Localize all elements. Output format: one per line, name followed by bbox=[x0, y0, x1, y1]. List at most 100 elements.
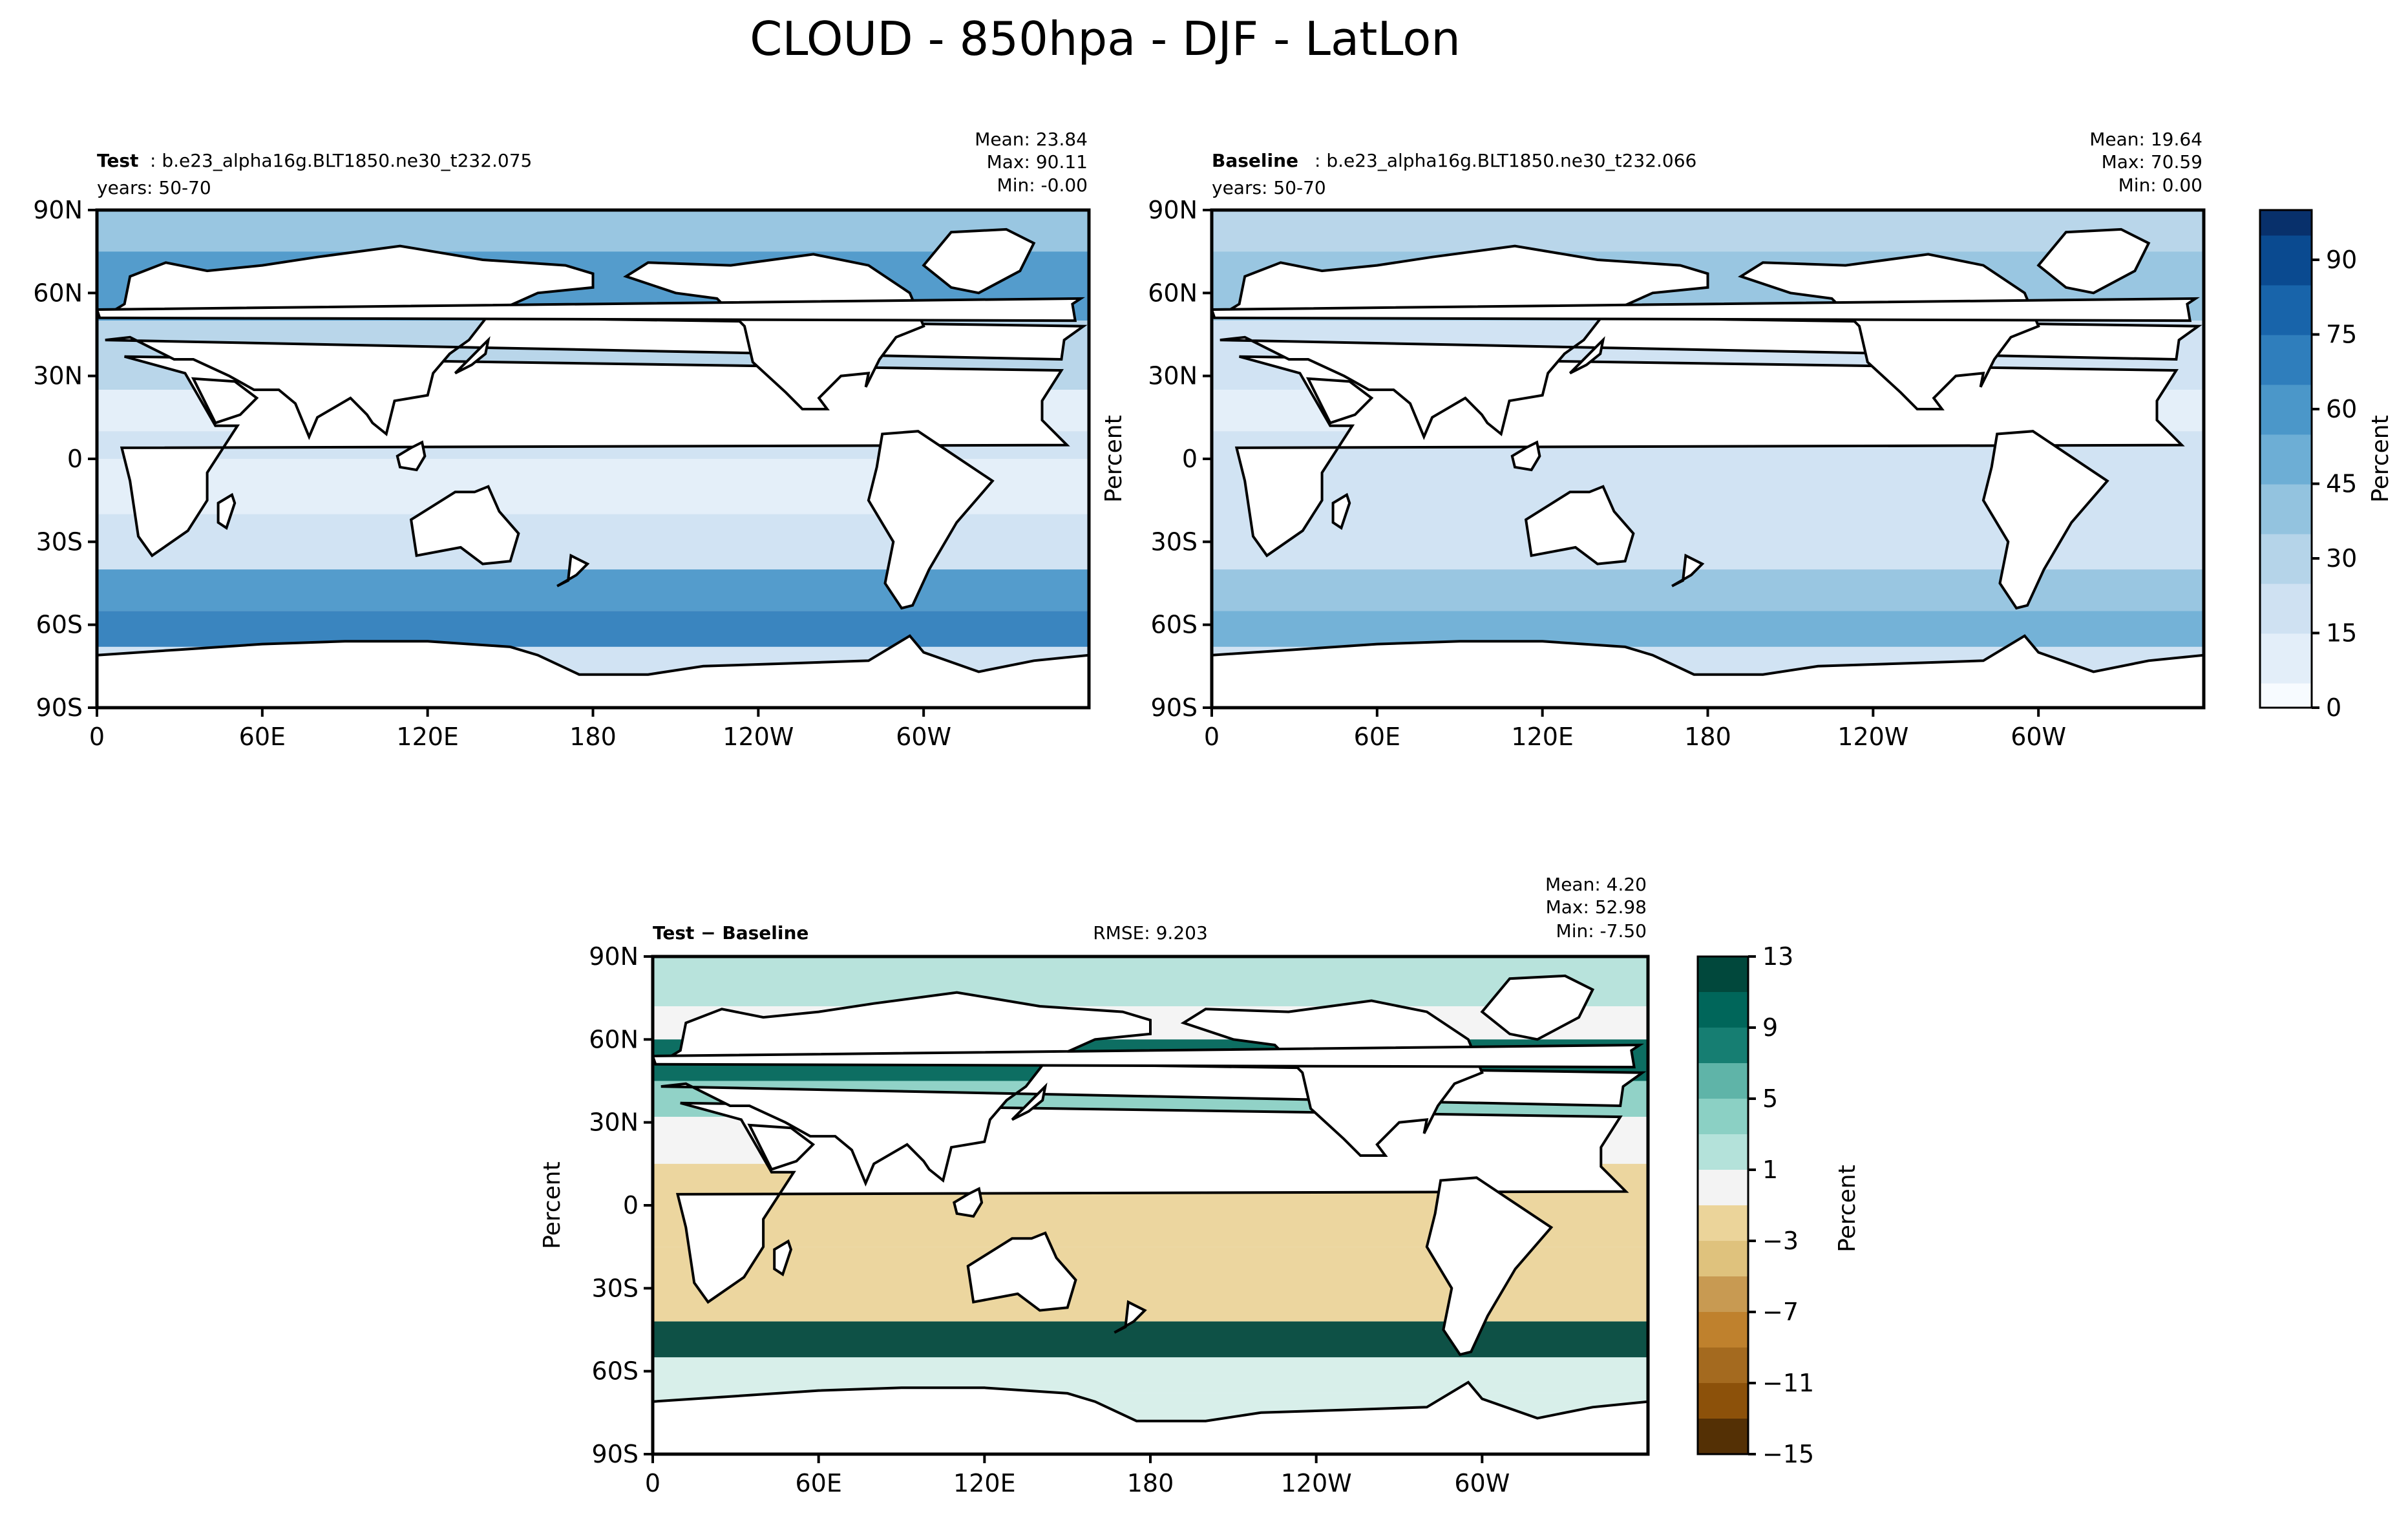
test-xtick-label: 180 bbox=[569, 723, 617, 751]
baseline-land-greenland bbox=[2036, 227, 2151, 295]
brbg-colorbar-segment bbox=[1698, 1419, 1748, 1455]
blues-colorbar-tick-label: 75 bbox=[2326, 321, 2357, 349]
baseline-ytick-label: 60N bbox=[1148, 279, 1198, 307]
baseline-xtick-label: 60W bbox=[2011, 723, 2066, 751]
brbg-colorbar-segment bbox=[1698, 1099, 1748, 1135]
baseline-xtick-label: 180 bbox=[1684, 723, 1731, 751]
brbg-colorbar-segment bbox=[1698, 1348, 1748, 1384]
diff-rmse: RMSE: 9.203 bbox=[1093, 922, 1208, 944]
brbg-colorbar-frame bbox=[1696, 955, 1749, 1455]
difference-land-greenland bbox=[1480, 974, 1595, 1041]
brbg-colorbar-segment bbox=[1698, 957, 1748, 993]
test-stat-mean: Mean: 23.84 bbox=[975, 129, 1088, 150]
brbg-colorbar-tick-label: −15 bbox=[1762, 1440, 1814, 1468]
difference-ytick-label: 30S bbox=[592, 1274, 639, 1302]
baseline-zonal-band-7 bbox=[1212, 569, 2204, 611]
test-land-uk bbox=[97, 297, 1085, 322]
test-land-arabia bbox=[191, 377, 259, 425]
test-ytick-label: 90S bbox=[36, 693, 83, 722]
difference-zonal-band-8 bbox=[653, 1357, 1648, 1393]
difference-xtick-label: 60E bbox=[795, 1469, 841, 1497]
difference-land-madagascar bbox=[773, 1239, 793, 1277]
test-land-samerica bbox=[867, 430, 995, 610]
blues-colorbar-segment bbox=[2260, 558, 2312, 584]
test-stat-max: Max: 90.11 bbox=[987, 151, 1088, 173]
difference-land-namerica bbox=[1180, 999, 1484, 1157]
brbg-colorbar-tick-label: 9 bbox=[1762, 1013, 1778, 1042]
blues-colorbar-segment bbox=[2260, 334, 2312, 360]
difference-axes: 0 60E 120E 180 120W 60W 90N 60N 30N 0 30S 60S 90S bbox=[589, 942, 1510, 1497]
test-land-madagascar bbox=[217, 492, 237, 531]
blues-colorbar-segment bbox=[2260, 310, 2312, 335]
difference-ytick-label: 0 bbox=[623, 1191, 639, 1220]
blues-colorbar-segment bbox=[2260, 235, 2312, 260]
baseline-label-case: : b.e23_alpha16g.BLT1850.ne30_t232.066 bbox=[1315, 150, 1696, 171]
test-xtick-label: 120W bbox=[723, 723, 794, 751]
test-label-years: years: 50-70 bbox=[97, 177, 211, 198]
difference-land-eurasia bbox=[660, 991, 1647, 1187]
difference-land-newzealand bbox=[1114, 1300, 1147, 1334]
difference-land-arabia bbox=[747, 1123, 816, 1171]
baseline-stat-mean: Mean: 19.64 bbox=[2089, 129, 2202, 150]
difference-xtick-label: 120E bbox=[953, 1469, 1016, 1497]
baseline-xtick-label: 60E bbox=[1354, 723, 1400, 751]
difference-xtick-label: 180 bbox=[1127, 1469, 1174, 1497]
test-ytick-label: 90N bbox=[33, 196, 83, 224]
test-land-japan bbox=[454, 336, 491, 375]
test-ytick-label: 30S bbox=[36, 527, 83, 556]
difference-land-samerica bbox=[1425, 1176, 1554, 1357]
brbg-colorbar-segment bbox=[1698, 1205, 1748, 1242]
test-map bbox=[97, 210, 1089, 708]
blues-colorbar-segment bbox=[2260, 583, 2312, 609]
test-xtick-label: 60E bbox=[239, 723, 286, 751]
blues-colorbar-label: Percent bbox=[2367, 415, 2394, 502]
diff-stat-max: Max: 52.98 bbox=[1546, 896, 1647, 918]
diff-label-bold: Test − Baseline bbox=[653, 922, 808, 944]
test-land-borneo bbox=[396, 440, 427, 472]
brbg-colorbar-tick-label: −3 bbox=[1762, 1227, 1799, 1255]
baseline-land-madagascar bbox=[1331, 492, 1351, 531]
test-zonal-band-7 bbox=[97, 569, 1089, 611]
baseline-xtick-label: 120W bbox=[1837, 723, 1908, 751]
test-zonal-band-0 bbox=[97, 210, 1089, 252]
baseline-map bbox=[1212, 210, 2204, 708]
difference-xtick-label: 60W bbox=[1454, 1469, 1510, 1497]
baseline-land-arabia bbox=[1305, 377, 1374, 425]
difference-ytick-label: 60N bbox=[589, 1025, 639, 1053]
baseline-zonal-band-8 bbox=[1212, 611, 2204, 647]
baseline-zonal-band-0 bbox=[1212, 210, 2204, 252]
test-ytick-label: 0 bbox=[67, 445, 83, 473]
baseline-ytick-label: 60S bbox=[1151, 611, 1198, 639]
test-xtick-label: 120E bbox=[396, 723, 459, 751]
brbg-colorbar-tick-label: 5 bbox=[1762, 1084, 1778, 1113]
brbg-colorbar-segment bbox=[1698, 1063, 1748, 1099]
baseline-xtick-label: 0 bbox=[1204, 723, 1220, 751]
baseline-ytick-label: 90S bbox=[1151, 693, 1198, 722]
blues-colorbar-tick-label: 90 bbox=[2326, 246, 2357, 274]
blues-colorbar-segment bbox=[2260, 359, 2312, 385]
diff-stat-min: Min: -7.50 bbox=[1556, 920, 1647, 942]
blues-colorbar-frame bbox=[2259, 209, 2313, 709]
difference-zonal-band-7 bbox=[653, 1321, 1648, 1358]
blues-colorbar-segment bbox=[2260, 384, 2312, 410]
blues-colorbar-segment bbox=[2260, 658, 2312, 684]
blues-colorbar-segment bbox=[2260, 459, 2312, 485]
baseline-label-years: years: 50-70 bbox=[1212, 177, 1326, 198]
baseline-ytick-label: 0 bbox=[1182, 445, 1198, 473]
test-axes: 0 60E 120E 180 120W 60W 90N 60N 30N 0 30S 60S 90S bbox=[33, 196, 951, 751]
test-zonal-band-8 bbox=[97, 611, 1089, 647]
baseline-ylabel: Percent bbox=[1101, 415, 1127, 502]
brbg-colorbar-segment bbox=[1698, 1028, 1748, 1064]
brbg-colorbar-segment bbox=[1698, 992, 1748, 1028]
blues-colorbar-tick-label: 60 bbox=[2326, 395, 2357, 423]
test-land-greenland bbox=[922, 227, 1036, 295]
baseline-land-uk bbox=[1212, 297, 2200, 322]
panel-baseline: Baseline : b.e23_alpha16g.BLT1850.ne30_t… bbox=[1101, 129, 2394, 751]
blues-colorbar-segment bbox=[2260, 284, 2312, 310]
baseline-ytick-label: 30N bbox=[1148, 362, 1198, 390]
baseline-axes: 0 60E 120E 180 120W 60W 90N 60N 30N 0 30S 60S 90S bbox=[1148, 196, 2066, 751]
blues-colorbar-segment bbox=[2260, 210, 2312, 236]
difference-land-australia bbox=[966, 1231, 1077, 1312]
baseline-land-australia bbox=[1524, 485, 1635, 565]
brbg-colorbar-segment bbox=[1698, 1276, 1748, 1313]
